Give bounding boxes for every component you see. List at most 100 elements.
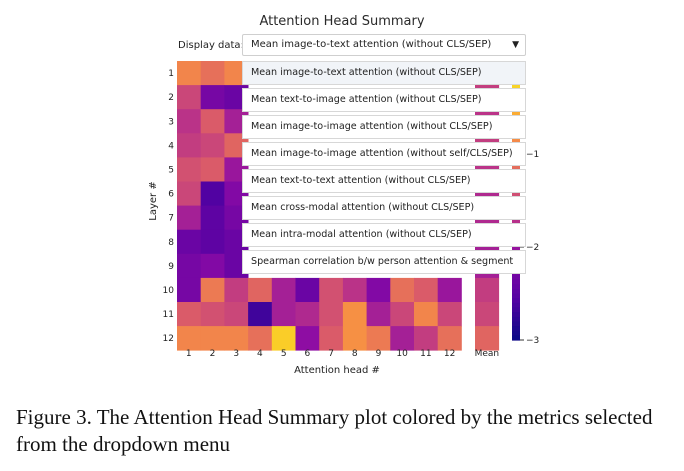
colorbar-segment	[512, 219, 520, 225]
heatmap-cell[interactable]	[437, 277, 462, 303]
heatmap-cell[interactable]	[390, 326, 415, 351]
colorbar-segment	[512, 293, 520, 299]
figure-caption: Figure 3. The Attention Head Summary plo…	[16, 405, 653, 456]
heatmap-cell[interactable]	[414, 326, 439, 351]
heatmap-cell[interactable]	[319, 326, 344, 351]
x-tick-label: 2	[210, 349, 216, 359]
heatmap-cell[interactable]	[177, 277, 202, 303]
mean-cell[interactable]	[475, 302, 500, 327]
dropdown-option[interactable]: Mean text-to-image attention (without CL…	[242, 88, 526, 112]
mean-column-label: Mean	[475, 349, 500, 359]
heatmap-cell[interactable]	[177, 229, 202, 255]
heatmap-cell[interactable]	[177, 133, 202, 158]
mean-cell[interactable]	[475, 277, 500, 303]
colorbar-segment	[512, 307, 520, 313]
colorbar-tick-label: −1	[526, 150, 539, 160]
x-tick-label: 3	[233, 349, 239, 359]
heatmap-cell[interactable]	[177, 157, 202, 182]
heatmap-cell[interactable]	[200, 109, 225, 134]
heatmap-cell[interactable]	[200, 85, 225, 110]
x-tick-label: 8	[352, 349, 358, 359]
colorbar-segment	[512, 274, 520, 281]
heatmap-cell[interactable]	[200, 133, 225, 158]
mean-cell[interactable]	[475, 326, 500, 351]
dropdown-option[interactable]: Mean cross-modal attention (without CLS/…	[242, 196, 526, 220]
heatmap-cell[interactable]	[248, 277, 273, 303]
heatmap-cell[interactable]	[224, 302, 249, 327]
heatmap-cell[interactable]	[366, 277, 391, 303]
heatmap-cell[interactable]	[390, 302, 415, 327]
colorbar-tick-label: −3	[526, 336, 539, 346]
heatmap-cell[interactable]	[200, 157, 225, 182]
colorbar-segment	[512, 84, 520, 90]
heatmap-cell[interactable]	[295, 326, 320, 351]
dropdown-option[interactable]: Mean text-to-text attention (without CLS…	[242, 169, 526, 193]
heatmap-cell[interactable]	[342, 302, 367, 327]
y-tick-label: 6	[168, 190, 174, 200]
heatmap-cell[interactable]	[342, 326, 367, 351]
heatmap-cell[interactable]	[200, 302, 225, 327]
heatmap-cell[interactable]	[177, 109, 202, 134]
colorbar-segment	[512, 316, 520, 322]
heatmap-cell[interactable]	[319, 277, 344, 303]
heatmap-cell[interactable]	[248, 326, 273, 351]
x-tick-labels: 1 2 3 4 5 6 7 8 9 10 11 12 Mean	[186, 349, 499, 359]
heatmap-cell[interactable]	[200, 253, 225, 279]
heatmap-cell[interactable]	[200, 205, 225, 231]
heatmap-cell[interactable]	[200, 326, 225, 351]
x-tick-label: 11	[420, 349, 431, 359]
heatmap-cell[interactable]	[390, 277, 415, 303]
heatmap-cell[interactable]	[177, 85, 202, 110]
heatmap-cell[interactable]	[366, 302, 391, 327]
heatmap-cell[interactable]	[319, 302, 344, 327]
heatmap-cell[interactable]	[342, 277, 367, 303]
dropdown-option[interactable]: Mean intra-modal attention (without CLS/…	[242, 223, 526, 247]
colorbar-segment	[512, 302, 520, 309]
heatmap-cell[interactable]	[295, 302, 320, 327]
dropdown-option[interactable]: Mean image-to-image attention (without s…	[242, 142, 526, 166]
heatmap-cell[interactable]	[414, 277, 439, 303]
heatmap-cell[interactable]	[414, 302, 439, 327]
colorbar-segment	[512, 191, 520, 197]
heatmap-cell[interactable]	[248, 302, 273, 327]
heatmap-cell[interactable]	[437, 302, 462, 327]
triangle-down-icon[interactable]: ▼	[512, 40, 519, 50]
y-tick-label: 7	[168, 214, 174, 224]
heatmap-cell[interactable]	[224, 277, 249, 303]
y-tick-label: 10	[163, 286, 175, 296]
x-tick-label: 6	[305, 349, 311, 359]
dropdown-option[interactable]: Mean image-to-text attention (without CL…	[242, 61, 526, 85]
heatmap-cell[interactable]	[200, 181, 225, 207]
y-tick-label: 5	[168, 166, 174, 176]
heatmap-cell[interactable]	[177, 181, 202, 207]
x-tick-label: 7	[328, 349, 334, 359]
heatmap-cell[interactable]	[271, 326, 296, 351]
x-tick-label: 5	[281, 349, 287, 359]
colorbar-tick-label: −2	[526, 243, 539, 253]
heatmap-cell[interactable]	[271, 302, 296, 327]
x-axis-title: Attention head #	[294, 365, 380, 376]
dropdown-option[interactable]: Mean image-to-image attention (without C…	[242, 115, 526, 139]
y-tick-label: 3	[168, 117, 174, 127]
display-data-dropdown[interactable]: Mean image-to-text attention (without CL…	[242, 34, 526, 56]
dropdown-selected-value: Mean image-to-text attention (without CL…	[251, 39, 492, 50]
heatmap-cell[interactable]	[200, 229, 225, 255]
heatmap-cell[interactable]	[200, 277, 225, 303]
colorbar-segment	[512, 298, 520, 304]
heatmap-cell[interactable]	[177, 205, 202, 231]
heatmap-cell[interactable]	[271, 277, 296, 303]
heatmap-cell[interactable]	[224, 326, 249, 351]
heatmap-cell[interactable]	[177, 253, 202, 279]
heatmap-cell[interactable]	[437, 326, 462, 351]
colorbar-segment	[512, 279, 520, 285]
heatmap-cell[interactable]	[366, 326, 391, 351]
heatmap-cell[interactable]	[177, 302, 202, 327]
heatmap-cell[interactable]	[177, 61, 202, 86]
heatmap-cell[interactable]	[295, 277, 320, 303]
dropdown-option[interactable]: Spearman correlation b/w person attentio…	[242, 250, 526, 274]
y-tick-label: 11	[163, 310, 174, 320]
colorbar-segment	[512, 321, 520, 327]
heatmap-cell[interactable]	[177, 326, 202, 351]
heatmap-cell[interactable]	[200, 61, 225, 86]
